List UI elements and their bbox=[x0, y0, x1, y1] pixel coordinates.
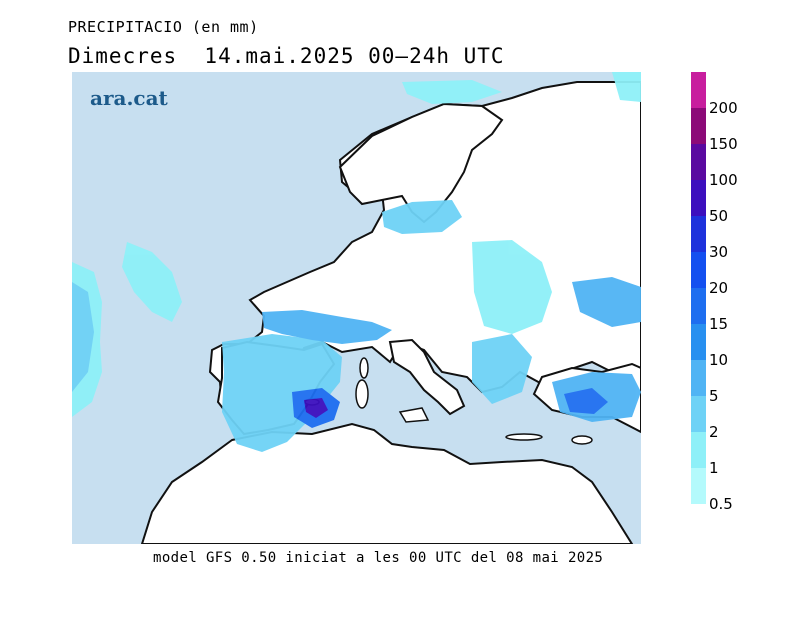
legend-label: 100 bbox=[709, 171, 738, 189]
scandinavia bbox=[338, 102, 504, 224]
precip-baltic bbox=[382, 200, 462, 234]
legend-swatch bbox=[691, 108, 706, 144]
crete bbox=[505, 433, 543, 441]
legend-swatch bbox=[691, 288, 706, 324]
legend-swatch bbox=[691, 216, 706, 252]
precip-ne bbox=[612, 72, 641, 102]
precip-atlantic-north bbox=[122, 242, 182, 322]
legend-swatch bbox=[691, 468, 706, 504]
legend-label: 1 bbox=[709, 459, 719, 477]
legend-label: 30 bbox=[709, 243, 729, 261]
precip-north bbox=[402, 80, 502, 104]
precipitation-map bbox=[72, 72, 641, 544]
precip-eastern-europe bbox=[472, 240, 552, 334]
legend-swatch bbox=[691, 360, 706, 396]
italy bbox=[388, 338, 466, 416]
corsica bbox=[359, 357, 369, 379]
precip-iberia-peak bbox=[304, 398, 328, 418]
legend-label: 5 bbox=[709, 387, 719, 405]
legend-label: 0.5 bbox=[709, 495, 733, 513]
precip-anatolia-core bbox=[564, 388, 608, 414]
legend-label: 10 bbox=[709, 351, 729, 369]
precip-france bbox=[262, 310, 392, 344]
precip-balkans bbox=[472, 334, 532, 404]
legend-swatch bbox=[691, 144, 706, 180]
chart-subtitle-date: Dimecres 14.mai.2025 00—24h UTC bbox=[68, 44, 505, 68]
sardinia bbox=[355, 379, 369, 409]
legend-label: 150 bbox=[709, 135, 738, 153]
legend-swatch bbox=[691, 432, 706, 468]
legend-swatch bbox=[691, 180, 706, 216]
precip-iberia bbox=[222, 334, 342, 452]
chart-title: PRECIPITACIO (en mm) bbox=[68, 18, 259, 36]
legend-label: 50 bbox=[709, 207, 729, 225]
color-legend-bar bbox=[691, 72, 706, 504]
precip-east-core bbox=[572, 277, 641, 327]
legend-label: 2 bbox=[709, 423, 719, 441]
legend-swatch bbox=[691, 396, 706, 432]
legend-swatch bbox=[691, 252, 706, 288]
legend-swatch-top bbox=[691, 72, 706, 108]
model-info-footer: model GFS 0.50 iniciat a les 00 UTC del … bbox=[153, 550, 604, 566]
precip-atlantic-core bbox=[72, 282, 94, 392]
ara-cat-logo: ara.cat bbox=[90, 86, 168, 110]
legend-label: 15 bbox=[709, 315, 729, 333]
legend-label: 20 bbox=[709, 279, 729, 297]
legend-label: 200 bbox=[709, 99, 738, 117]
cyprus bbox=[571, 435, 593, 445]
north-africa bbox=[140, 422, 634, 544]
sicily bbox=[398, 407, 430, 423]
legend-swatch bbox=[691, 324, 706, 360]
precip-areas bbox=[72, 72, 641, 452]
